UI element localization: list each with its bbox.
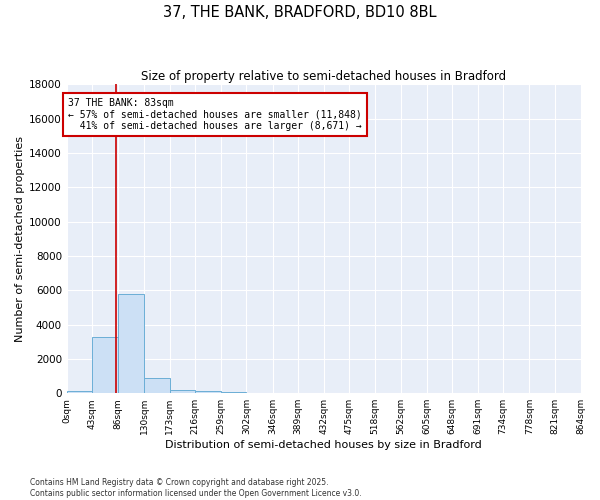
Bar [92,336,118,393]
Bar [118,294,144,393]
X-axis label: Distribution of semi-detached houses by size in Bradford: Distribution of semi-detached houses by … [165,440,482,450]
Title: Size of property relative to semi-detached houses in Bradford: Size of property relative to semi-detach… [141,70,506,83]
Text: 37 THE BANK: 83sqm
← 57% of semi-detached houses are smaller (11,848)
  41% of s: 37 THE BANK: 83sqm ← 57% of semi-detache… [68,98,362,131]
Text: 37, THE BANK, BRADFORD, BD10 8BL: 37, THE BANK, BRADFORD, BD10 8BL [163,5,437,20]
Y-axis label: Number of semi-detached properties: Number of semi-detached properties [15,136,25,342]
Bar [170,390,195,393]
Text: Contains HM Land Registry data © Crown copyright and database right 2025.
Contai: Contains HM Land Registry data © Crown c… [30,478,362,498]
Bar [221,392,247,393]
Bar [195,392,221,393]
Bar [144,378,170,393]
Bar [67,392,92,393]
